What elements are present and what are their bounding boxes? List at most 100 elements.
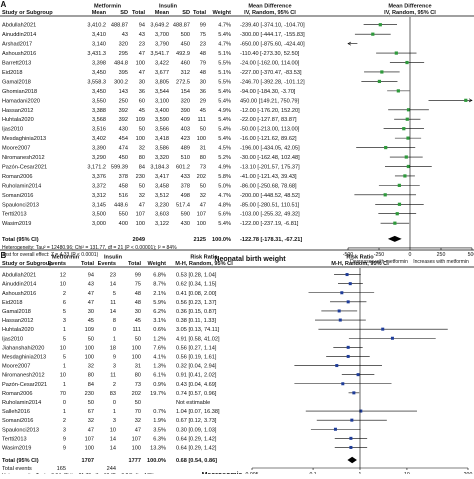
panel-b-row-e2: 9 <box>113 354 116 360</box>
panel-b-stat-header: Total <box>128 261 141 267</box>
panel-b-row-n1: 47 <box>88 300 94 306</box>
panel-a-row-w: 4.8% <box>218 202 231 208</box>
panel-a-row-m1: 3,450 <box>92 70 106 76</box>
panel-a-row-sd2: 489 <box>181 146 190 152</box>
panel-a-row-n2: 45 <box>200 108 206 114</box>
panel-a-total-weight: 100.0% <box>212 237 231 243</box>
panel-a-row-m2: 3,566 <box>155 127 169 133</box>
panel-a-stat-header: Mean <box>92 10 107 16</box>
panel-b-row-n2: 32 <box>135 418 141 424</box>
panel-b-row-study: Ainuddin2014 <box>2 282 36 288</box>
panel-a-row-study: Roman2006 <box>2 174 32 180</box>
panel-a-row-sd2: 378 <box>181 183 190 189</box>
panel-a-row-m2: 3,649.2 <box>150 23 169 29</box>
panel-a-row-n1: 32 <box>139 146 145 152</box>
panel-a-row-sd1: 488.87 <box>111 23 128 29</box>
panel-b-row-w: 19.7% <box>150 391 166 397</box>
panel-b-row-ci: 1.04 [0.07, 16.38] <box>176 409 220 415</box>
panel-b-row-e1: 1 <box>63 409 66 415</box>
panel-b-point-marker <box>390 336 394 340</box>
panel-a-tick-label: 500 <box>468 252 474 258</box>
panel-b-row-study: Spaulonci2013 <box>2 427 39 433</box>
panel-b-row-study: Tertti2013 <box>2 436 27 442</box>
panel-a-row-sd2: 390 <box>181 108 190 114</box>
panel-b-row-e2: 14 <box>110 445 116 451</box>
panel-a-row-study: Arshad2017 <box>2 42 32 48</box>
panel-a-tick-label: -500 <box>343 252 353 258</box>
panel-a-row-n2: 99 <box>200 23 206 29</box>
panel-b-row-w: 0.7% <box>153 409 166 415</box>
panel-a-row-n2: 73 <box>200 164 206 170</box>
panel-b-point-marker <box>338 318 342 322</box>
panel-a-row-m1: 3,388 <box>92 108 106 114</box>
panel-b-row-study: Ashoush2016 <box>2 291 36 297</box>
panel-a-point-marker <box>380 70 384 74</box>
panel-b-row-ci: 0.74 [0.57, 0.96] <box>176 391 217 397</box>
panel-a-pooled-diamond <box>387 235 402 242</box>
panel-a-row-ci: -12.00 [-176.20, 152.20] <box>240 108 300 114</box>
panel-b-row-w: 7.6% <box>153 345 166 351</box>
panel-b-row-ci: 0.64 [0.29, 1.42] <box>176 445 217 451</box>
panel-b-row-n1: 43 <box>88 282 94 288</box>
panel-a-effect-subtitle: IV, Random, 95% CI <box>244 10 296 16</box>
panel-a-row-sd1: 295 <box>119 51 128 57</box>
panel-b-row-w: 0.6% <box>153 327 166 333</box>
panel-b-row-e2: 11 <box>110 373 116 379</box>
panel-a-row-n1: 50 <box>139 183 145 189</box>
panel-b-stat-header: Total <box>81 261 94 267</box>
panel-b-row-study: Ijas2010 <box>2 336 23 342</box>
panel-a-tick-label: 250 <box>437 252 446 258</box>
panel-b-row-w: 6.1% <box>153 373 166 379</box>
panel-b-row-n1: 100 <box>85 345 94 351</box>
panel-a-row-n2: 50 <box>200 127 206 133</box>
panel-a-row-sd2: 460 <box>181 61 190 67</box>
panel-b-row-n1: 100 <box>85 354 94 360</box>
panel-a-row-study: Pazón-Cesar2021 <box>2 164 47 170</box>
panel-a-row-ci: -110.40 [-273.30, 52.50] <box>240 51 300 57</box>
panel-a-row-sd1: 320 <box>119 42 128 48</box>
panel-a-row-m1: 3,516 <box>92 127 106 133</box>
panel-b-row-n1: 230 <box>85 391 94 397</box>
panel-a-row-m2: 3,586 <box>155 146 169 152</box>
panel-a-study-header: Study or Subgroup <box>2 10 53 16</box>
panel-a-row-n1: 50 <box>139 127 145 133</box>
panel-b-row-ci: 0.56 [0.23, 1.37] <box>176 300 217 306</box>
panel-a-row-m2: 3,590 <box>155 117 169 123</box>
panel-b-total-n2: 1777 <box>129 458 141 464</box>
panel-a-row-w: 4.7% <box>218 42 231 48</box>
panel-b-effect-title: Risk Ratio <box>190 255 218 261</box>
panel-a-overall-effect: Test for overall effect: Z = 4.33 (P < 0… <box>2 252 99 258</box>
panel-b-stat-header: Events <box>48 261 66 267</box>
panel-b-row-e1: 5 <box>63 336 66 342</box>
panel-a-row-sd2: 430 <box>181 221 190 227</box>
panel-a-row-sd2: 498 <box>181 193 190 199</box>
panel-a-row-w: 5.4% <box>218 98 231 104</box>
panel-b-point-marker <box>341 382 345 386</box>
panel-b-point-marker <box>352 391 356 395</box>
panel-a-row-sd2: 154 <box>181 89 190 95</box>
panel-b-row-e1: 9 <box>63 436 66 442</box>
panel-a-plot-title: Mean Difference <box>388 4 431 10</box>
panel-b-group2-title: Insulin <box>104 255 123 261</box>
panel-b-row-n2: 100 <box>132 345 141 351</box>
panel-a-row-sd2: 320 <box>181 98 190 104</box>
panel-a-heterogeneity: Heterogeneity: Tau² = 12480.96; Chi² = 1… <box>2 245 177 251</box>
panel-b-total-ci: 0.68 [0.54, 0.86] <box>176 458 217 464</box>
panel-a-row-ci: -50.00 [-213.00, 113.00] <box>240 127 300 133</box>
panel-b-row-n1: 109 <box>85 327 94 333</box>
panel-a-row-study: Huhtala2020 <box>2 117 34 123</box>
panel-a-row-n1: 100 <box>136 61 145 67</box>
panel-b-point-marker <box>335 364 339 368</box>
panel-a-row-m2: 3,700 <box>155 32 169 38</box>
panel-a-row-m1: 3,550 <box>92 98 106 104</box>
panel-a-row-ci: -13.10 [-201.57, 175.37] <box>240 164 300 170</box>
panel-b-total-events-label: Total events <box>2 466 32 472</box>
panel-a-row-study: Ainuddin2014 <box>2 32 36 38</box>
panel-a-row-w: 5.4% <box>218 117 231 123</box>
panel-a-row-n2: 100 <box>197 136 206 142</box>
panel-a-row-ci: -22.00 [-127.87, 83.87] <box>240 117 297 123</box>
panel-a-point-marker <box>378 23 382 27</box>
panel-b-row-ci: 0.43 [0.04, 4.69] <box>176 382 217 388</box>
panel-b-row-n1: 47 <box>88 291 94 297</box>
panel-a-row-n2: 107 <box>197 212 206 218</box>
